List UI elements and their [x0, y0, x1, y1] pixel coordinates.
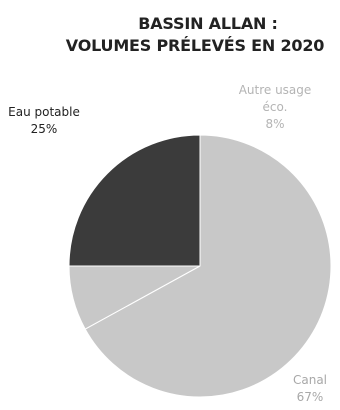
data-label-autre-usage-percent: 8%	[265, 117, 285, 131]
pie-slice-eau-potable	[68, 134, 201, 267]
data-label-eau-potable-percent: 25%	[30, 122, 58, 136]
chart-title-line-1: BASSIN ALLAN :	[138, 14, 278, 33]
data-label-autre-usage-category-line-1: Autre usage	[238, 83, 312, 97]
data-label-eau-potable-category: Eau potable	[8, 105, 80, 119]
data-label-canal-category: Canal	[292, 373, 328, 387]
data-label-canal-percent: 67%	[296, 390, 324, 404]
data-label-eau-potable: Eau potable 25%	[4, 104, 84, 138]
pie-slice-autre-usage	[68, 265, 201, 330]
data-label-canal: Canal 67%	[290, 372, 330, 406]
data-label-autre-usage: Autre usage éco. 8%	[222, 82, 328, 133]
data-label-autre-usage-category-line-2: éco.	[262, 100, 288, 114]
chart-title-line-2: VOLUMES PRÉLEVÉS EN 2020	[65, 36, 325, 55]
pie-slice-canal	[84, 134, 332, 398]
